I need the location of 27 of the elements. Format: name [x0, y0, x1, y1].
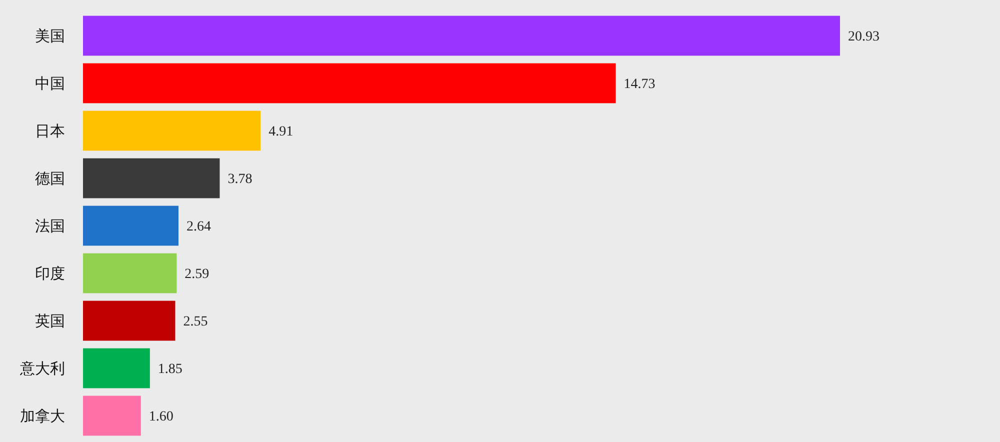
y-tick-label: 中国 [35, 74, 65, 92]
data-label: 20.93 [848, 30, 880, 45]
bar [83, 110, 261, 151]
data-label: 4.91 [268, 124, 294, 140]
data-label: 1.85 [158, 362, 182, 378]
y-tick-label: 英国 [35, 312, 65, 330]
y-tick-label: 意大利 [19, 360, 65, 378]
data-label: 3.78 [228, 172, 252, 188]
y-tick-label: 加拿大 [20, 407, 65, 425]
data-label: 2.59 [184, 267, 210, 282]
data-label: 14.73 [624, 77, 656, 92]
bar [83, 158, 220, 198]
bar [83, 63, 616, 104]
y-tick-label: 印度 [35, 264, 65, 282]
y-tick-label: 德国 [35, 170, 65, 188]
data-label: 2.55 [183, 314, 208, 330]
bar [83, 16, 840, 56]
y-tick-label: 法国 [35, 217, 65, 235]
y-tick-label: 美国 [35, 27, 65, 45]
bar [83, 300, 176, 341]
bar [83, 206, 178, 246]
bar [83, 396, 141, 436]
bar [83, 348, 150, 388]
bar [83, 253, 177, 294]
y-tick-label: 日本 [35, 122, 65, 140]
data-label: 2.64 [186, 220, 211, 235]
data-label: 1.60 [148, 410, 174, 425]
